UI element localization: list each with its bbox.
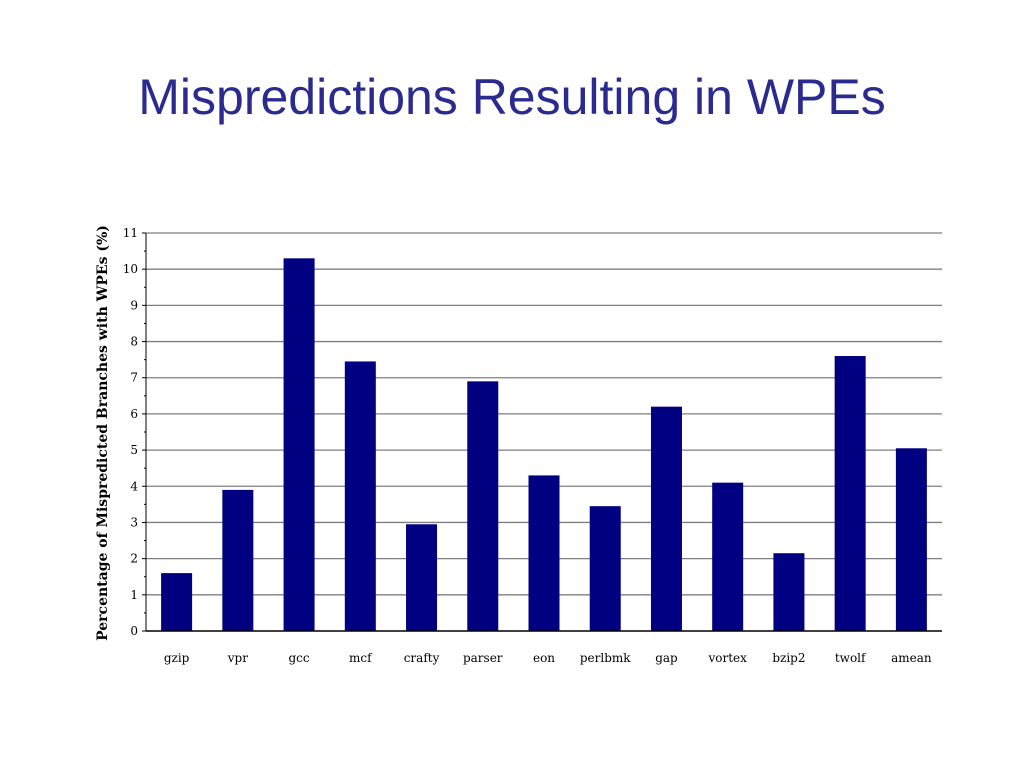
category-label-gzip: gzip (164, 651, 190, 665)
y-tick-label-9: 9 (130, 298, 138, 312)
category-label-vortex: vortex (707, 651, 747, 665)
y-tick-labels: 0 1 2 3 4 5 6 7 8 9 10 11 (123, 226, 139, 638)
category-label-eon: eon (533, 651, 555, 665)
y-tick-label-5: 5 (130, 443, 138, 457)
bar-gap (650, 406, 682, 631)
category-label-crafty: crafty (404, 651, 440, 665)
axes (142, 232, 942, 632)
y-tick-label-8: 8 (130, 335, 138, 349)
category-label-vpr: vpr (227, 651, 248, 665)
y-tick-label-1: 1 (130, 588, 138, 602)
category-label-mcf: mcf (349, 651, 373, 665)
bar-parser (467, 381, 499, 631)
bars (161, 258, 927, 631)
y-tick-label-0: 0 (130, 624, 138, 638)
y-tick-label-11: 11 (123, 226, 138, 240)
category-label-gap: gap (655, 651, 678, 665)
category-label-parser: parser (463, 651, 503, 665)
category-labels: gzip vpr gcc mcf crafty parser eon perlbmk gap vo… (164, 651, 932, 665)
category-label-bzip2: bzip2 (772, 651, 805, 665)
category-label-gcc: gcc (289, 651, 310, 665)
bar-gcc (283, 258, 315, 631)
bar-bzip2 (773, 553, 805, 631)
bar-gzip (161, 573, 193, 631)
bar-perlbmk (589, 506, 621, 631)
bar-vpr (222, 489, 254, 631)
bar-mcf (344, 361, 376, 631)
bar-twolf (834, 356, 866, 631)
y-tick-label-4: 4 (130, 479, 138, 493)
bar-vortex (712, 482, 744, 631)
slide-title: Mispredictions Resulting in WPEs (138, 69, 886, 125)
y-tick-label-2: 2 (130, 552, 138, 566)
y-axis-label: Percentage of Mispredicted Branches with… (95, 225, 111, 641)
category-label-perlbmk: perlbmk (580, 651, 631, 665)
bar-eon (528, 475, 560, 631)
y-tick-label-6: 6 (130, 407, 138, 421)
y-tick-label-7: 7 (130, 371, 138, 385)
y-tick-label-10: 10 (123, 262, 138, 276)
bar-amean (895, 448, 927, 631)
category-label-twolf: twolf (835, 651, 867, 665)
y-tick-label-3: 3 (130, 515, 138, 529)
category-label-amean: amean (891, 651, 932, 665)
bar-crafty (406, 524, 438, 631)
